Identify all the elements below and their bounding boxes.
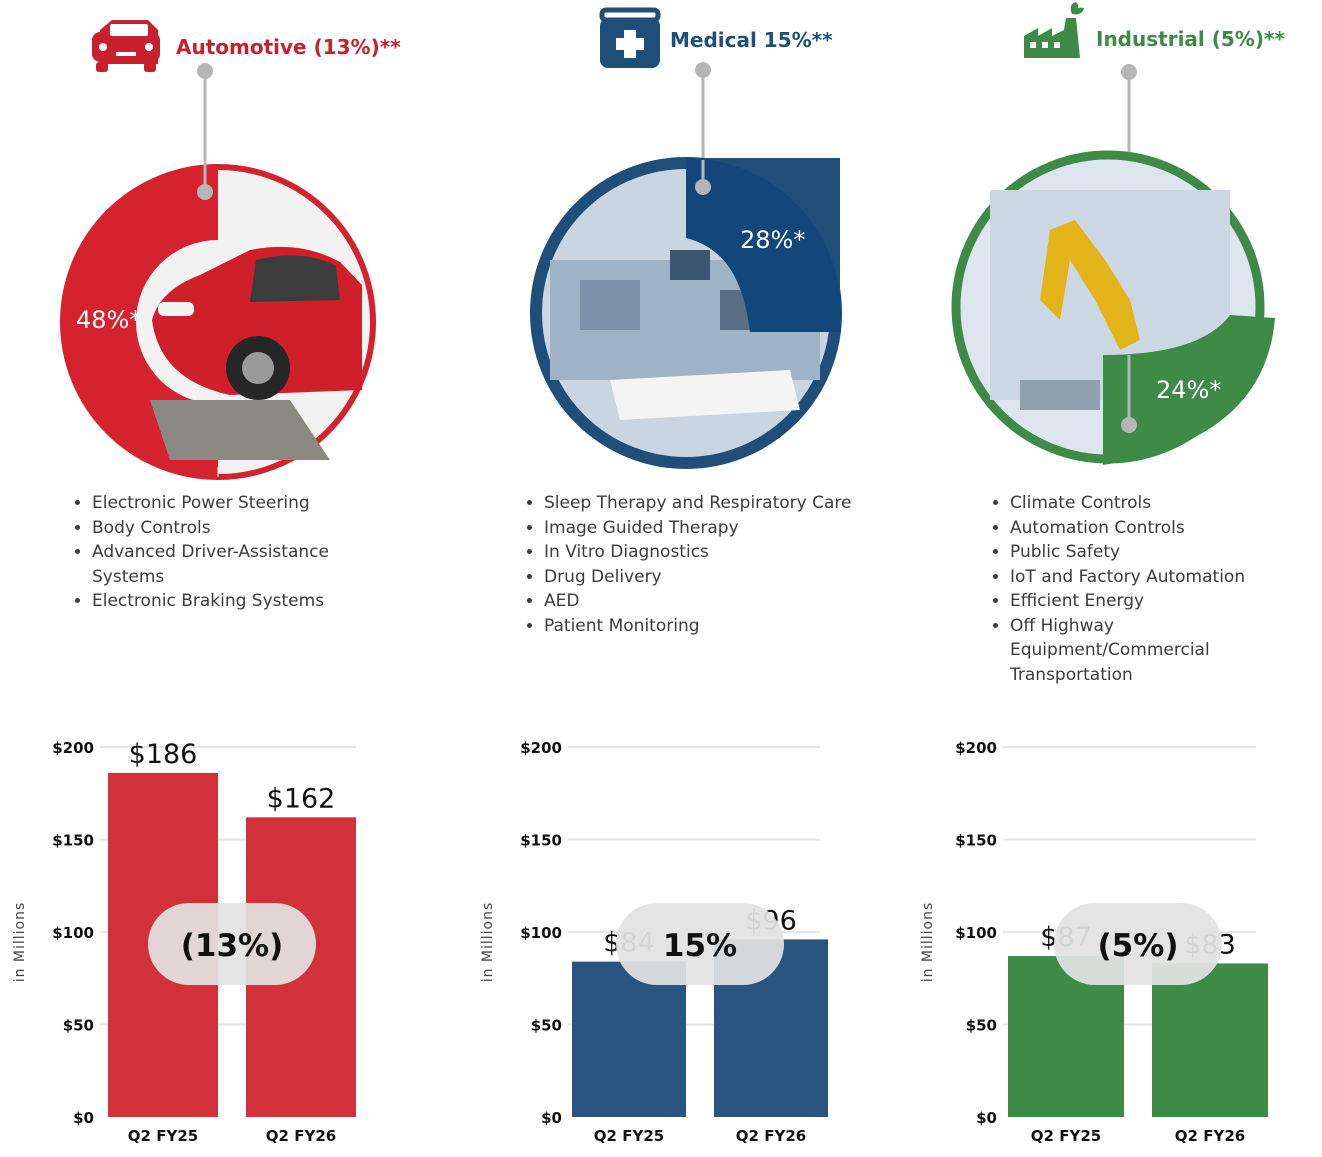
y-tick-label: $0: [73, 1109, 94, 1127]
y-tick-label: $200: [52, 739, 94, 757]
change-pill: [616, 903, 784, 985]
list-item: IoT and Factory Automation: [1010, 565, 1300, 590]
change-label: (13%): [181, 928, 284, 964]
x-category-label: Q2 FY26: [736, 1127, 806, 1145]
y-tick-label: $0: [976, 1109, 997, 1127]
list-item: Body Controls: [92, 516, 392, 541]
y-axis-title: in Millions: [480, 902, 496, 983]
bar-value-label: $162: [267, 783, 336, 814]
medical-kit-icon: [599, 7, 661, 68]
x-category-label: Q2 FY26: [266, 1127, 336, 1145]
y-tick-label: $100: [955, 924, 997, 942]
y-tick-label: $0: [541, 1109, 562, 1127]
y-tick-label: $150: [52, 832, 94, 850]
y-tick-label: $100: [520, 924, 562, 942]
bar: [1152, 963, 1268, 1117]
automotive-title: Automotive (13%)**: [176, 35, 401, 59]
y-tick-label: $200: [955, 739, 997, 757]
y-tick-label: $50: [63, 1017, 94, 1035]
list-item: Off Highway Equipment/Commercial Transpo…: [1010, 614, 1300, 688]
automotive-header-graphic: 48%*: [60, 20, 376, 480]
industrial-section: 24%* Industrial (5%)** Climate Controls …: [900, 0, 1322, 1157]
list-item: Climate Controls: [1010, 491, 1300, 516]
list-item: Automation Controls: [1010, 516, 1300, 541]
list-item: In Vitro Diagnostics: [544, 540, 924, 565]
industrial-share-donut: [951, 150, 1275, 465]
y-axis-title: in Millions: [920, 902, 936, 983]
industrial-title: Industrial (5%)**: [1096, 27, 1285, 51]
list-item: Drug Delivery: [544, 565, 924, 590]
automotive-share-label: 48%*: [76, 306, 141, 334]
y-tick-label: $150: [955, 832, 997, 850]
automotive-section: 48%* Automotive (13%)** Electronic Power…: [0, 0, 440, 1157]
y-tick-label: $100: [52, 924, 94, 942]
change-pill: [148, 903, 316, 985]
y-tick-label: $50: [531, 1017, 562, 1035]
industrial-share-label: 24%*: [1156, 376, 1221, 404]
list-item: Public Safety: [1010, 540, 1300, 565]
x-category-label: Q2 FY25: [1031, 1127, 1101, 1145]
y-axis-title: in Millions: [12, 902, 28, 983]
list-item: Sleep Therapy and Respiratory Care: [544, 491, 924, 516]
list-item: Image Guided Therapy: [544, 516, 924, 541]
automotive-revenue-chart: $0 $50 $100 $150 $200 in Millions $186 Q2 FY25 $…: [12, 739, 356, 1145]
list-item: Efficient Energy: [1010, 589, 1300, 614]
list-item: Electronic Power Steering: [92, 491, 392, 516]
industrial-header-graphic: 24%*: [951, 2, 1275, 465]
factory-icon: [1024, 2, 1084, 58]
medical-header-graphic: 28%*: [530, 7, 842, 469]
change-label: 15%: [663, 928, 737, 964]
automotive-application-list: Electronic Power Steering Body Controls …: [66, 491, 392, 614]
list-item: Advanced Driver-Assistance Systems: [92, 540, 392, 589]
medical-title: Medical 15%**: [670, 28, 833, 52]
x-category-label: Q2 FY26: [1175, 1127, 1245, 1145]
bar-value-label: $186: [129, 739, 198, 770]
automotive-share-donut: [60, 160, 376, 480]
y-tick-label: $200: [520, 739, 562, 757]
y-tick-label: $50: [966, 1017, 997, 1035]
medical-application-list: Sleep Therapy and Respiratory Care Image…: [518, 491, 924, 638]
bar: [572, 961, 686, 1117]
list-item: Patient Monitoring: [544, 614, 924, 639]
change-label: (5%): [1098, 928, 1179, 964]
medical-share-label: 28%*: [740, 226, 805, 254]
list-item: AED: [544, 589, 924, 614]
x-category-label: Q2 FY25: [594, 1127, 664, 1145]
industrial-application-list: Climate Controls Automation Controls Pub…: [984, 491, 1300, 687]
x-category-label: Q2 FY25: [128, 1127, 198, 1145]
list-item: Electronic Braking Systems: [92, 589, 392, 614]
change-pill: [1054, 903, 1222, 985]
car-icon: [92, 20, 160, 72]
medical-section: 28%* Medical 15%** Sleep Therapy and Res…: [460, 0, 900, 1157]
medical-share-donut: [530, 157, 842, 469]
y-tick-label: $150: [520, 832, 562, 850]
